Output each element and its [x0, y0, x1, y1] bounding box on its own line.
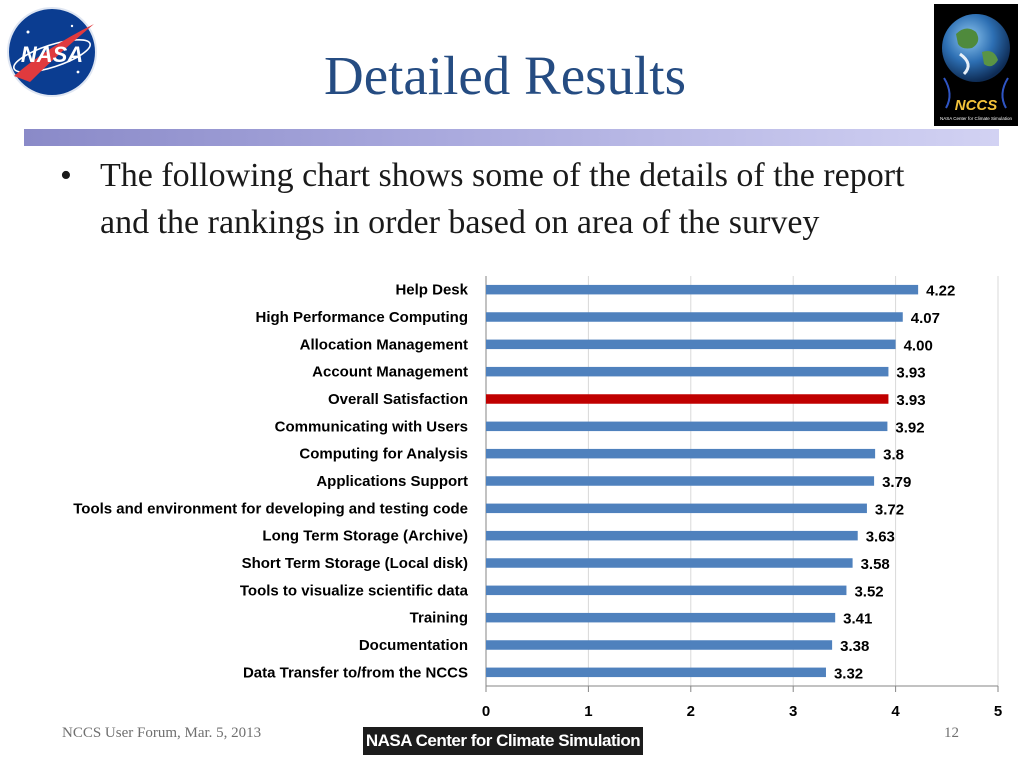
- page-number: 12: [944, 725, 959, 741]
- category-label: Allocation Management: [300, 336, 468, 353]
- x-tick-label: 3: [789, 703, 797, 720]
- category-label: Applications Support: [316, 473, 468, 490]
- bullet-text: The following chart shows some of the de…: [100, 157, 905, 241]
- bar: [486, 476, 875, 486]
- title-divider: [24, 129, 999, 146]
- data-label: 3.79: [882, 474, 911, 491]
- data-label: 4.07: [911, 310, 940, 327]
- nasa-logo-text: NASA: [21, 42, 83, 67]
- bar: [486, 558, 853, 568]
- nasa-logo-icon: NASA: [7, 7, 97, 97]
- category-label: Computing for Analysis: [299, 446, 468, 463]
- data-label: 3.93: [896, 392, 925, 409]
- nccs-globe-icon: NCCS NASA Center for Climate Simulation: [934, 4, 1018, 126]
- slide-title: Detailed Results: [323, 45, 686, 106]
- category-label: Documentation: [359, 637, 468, 654]
- data-label: 3.38: [840, 638, 869, 655]
- footer-banner: NASA Center for Climate Simulation: [363, 727, 643, 755]
- bar-highlight: [486, 394, 889, 404]
- bar: [486, 530, 858, 541]
- category-label: Long Term Storage (Archive): [262, 528, 468, 545]
- category-label: Training: [410, 610, 468, 627]
- bar: [486, 612, 836, 623]
- bar: [486, 448, 876, 459]
- bullet-dot-icon: •: [60, 157, 72, 194]
- bar: [486, 366, 889, 377]
- x-tick-label: 0: [482, 703, 490, 720]
- satisfaction-bar-chart: 0 1 2 3 4 5 Help Desk 4.22 High Performance Comp…: [73, 276, 1002, 720]
- category-label: Communicating with Users: [275, 418, 468, 435]
- category-label: Help Desk: [395, 282, 468, 299]
- data-label: 4.00: [904, 337, 933, 354]
- category-label: Tools to visualize scientific data: [240, 582, 469, 599]
- footer-event: NCCS User Forum, Mar. 5, 2013: [62, 725, 262, 741]
- data-label: 3.8: [883, 447, 904, 464]
- data-label: 3.92: [895, 419, 924, 436]
- data-label: 3.52: [854, 583, 883, 600]
- bar: [486, 421, 888, 432]
- bar: [486, 667, 826, 678]
- category-label: Data Transfer to/from the NCCS: [243, 664, 468, 681]
- nccs-logo-caption: NASA Center for Climate Simulation: [940, 116, 1013, 121]
- data-label: 3.41: [843, 611, 872, 628]
- category-label: Tools and environment for developing and…: [73, 500, 468, 517]
- bar: [486, 585, 847, 596]
- data-label: 3.72: [875, 501, 904, 518]
- category-label: Account Management: [312, 364, 468, 381]
- x-tick-label: 5: [994, 703, 1002, 720]
- data-label: 3.58: [861, 556, 890, 573]
- bar: [486, 640, 833, 650]
- bar: [486, 503, 867, 514]
- data-label: 3.63: [866, 529, 895, 546]
- data-label: 3.32: [834, 665, 863, 682]
- nccs-logo-text: NCCS: [955, 97, 998, 114]
- x-tick-label: 1: [584, 703, 592, 720]
- x-tick-label: 4: [891, 703, 900, 720]
- category-label: Short Term Storage (Local disk): [242, 555, 468, 572]
- category-label: High Performance Computing: [255, 309, 468, 326]
- data-label: 3.93: [896, 365, 925, 382]
- bar: [486, 284, 919, 295]
- x-tick-label: 2: [687, 703, 695, 720]
- data-label: 4.22: [926, 283, 955, 300]
- category-label: Overall Satisfaction: [328, 391, 468, 408]
- bar: [486, 339, 896, 350]
- bar: [486, 312, 903, 322]
